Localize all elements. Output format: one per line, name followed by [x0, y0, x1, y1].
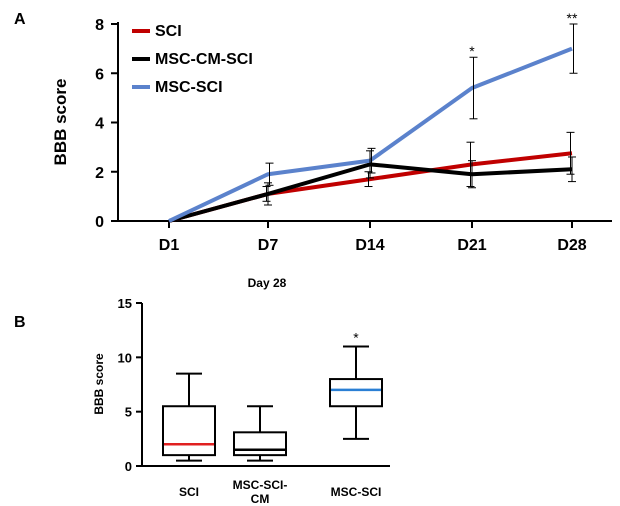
panel-a-label: A — [14, 11, 26, 28]
x-tick-label: D1 — [159, 237, 180, 254]
legend-label-msc-sci: MSC-SCI — [155, 79, 223, 96]
x-tick-label: D7 — [258, 237, 279, 254]
y-axis-title: BBB score — [92, 353, 106, 415]
legend-label-sci: SCI — [155, 23, 182, 40]
y-tick-label: 0 — [125, 459, 132, 474]
x-tick-label: D21 — [457, 237, 486, 254]
x-tick-label: SCI — [179, 485, 199, 499]
y-tick-label: 4 — [95, 116, 104, 133]
legend-label-msc-cm-sci: MSC-CM-SCI — [155, 51, 253, 68]
y-tick-label: 2 — [95, 165, 104, 182]
panel-b-label: B — [14, 314, 26, 331]
y-tick-label: 10 — [118, 350, 132, 365]
x-tick-label-line: CM — [251, 492, 270, 506]
x-tick-label: MSC-SCI-CM — [233, 478, 288, 506]
box-iqr — [329, 378, 383, 408]
y-axis-title: BBB score — [51, 79, 70, 166]
x-tick-label: D14 — [355, 237, 384, 254]
significance-marker: * — [353, 329, 359, 345]
y-tick-label: 6 — [95, 66, 104, 83]
significance-marker: * — [469, 43, 475, 59]
x-tick-label: D28 — [557, 237, 586, 254]
box-iqr — [233, 431, 287, 457]
series-line-msc-sci — [168, 46, 573, 223]
x-tick-label-line: MSC-SCI- — [233, 478, 288, 492]
significance-marker: ** — [567, 10, 578, 26]
chart-b-title: Day 28 — [248, 276, 287, 290]
y-tick-label: 15 — [118, 296, 132, 311]
y-tick-label: 5 — [125, 405, 132, 420]
box-iqr — [162, 405, 216, 457]
x-tick-label: MSC-SCI — [331, 485, 382, 499]
chart-a-line: 0 2 4 6 8 D1 D7 D14 D21 D28 BBB score SCI MSC-CM-SCI… — [51, 10, 612, 254]
y-tick-label: 0 — [95, 214, 104, 231]
y-tick-label: 8 — [95, 17, 104, 34]
